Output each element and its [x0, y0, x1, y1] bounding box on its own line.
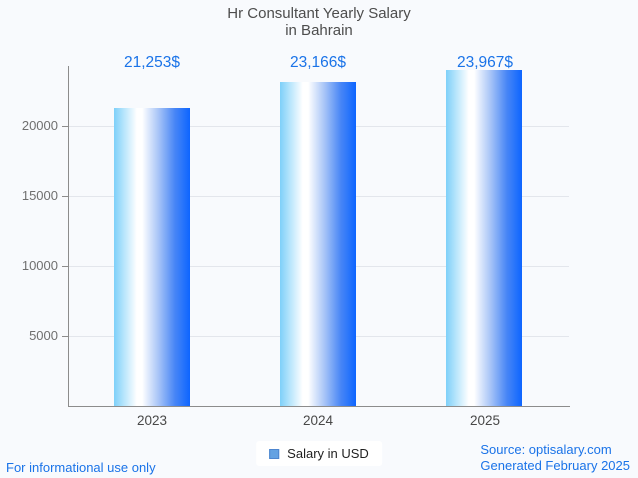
y-axis-line: [68, 66, 69, 407]
bar-2023[interactable]: [114, 108, 190, 406]
chart-title-line1: Hr Consultant Yearly Salary: [227, 5, 411, 22]
y-tick-5000: [62, 336, 68, 337]
y-tick-10000: [62, 266, 68, 267]
source-block: Source: optisalary.com Generated Februar…: [480, 442, 630, 474]
legend[interactable]: Salary in USD: [256, 441, 382, 466]
bar-value-label-2023: 21,253$: [123, 54, 181, 71]
source-text: Source: optisalary.com: [480, 442, 612, 457]
x-tick-label-2024: 2024: [302, 413, 334, 428]
chart-title: Hr Consultant Yearly Salary in Bahrain: [0, 5, 638, 39]
y-tick-15000: [62, 196, 68, 197]
chart-title-line2: in Bahrain: [285, 22, 353, 39]
y-tick-label-20000: 20000: [21, 118, 58, 133]
y-tick-20000: [62, 126, 68, 127]
bar-value-label-2024: 23,166$: [289, 54, 347, 71]
bar-2024[interactable]: [280, 82, 356, 406]
x-tick-label-2023: 2023: [136, 413, 168, 428]
y-tick-label-10000: 10000: [21, 258, 58, 273]
generated-text: Generated February 2025: [480, 458, 630, 473]
x-axis-line: [68, 406, 570, 407]
y-tick-label-5000: 5000: [29, 328, 58, 343]
legend-label: Salary in USD: [287, 446, 369, 461]
disclaimer-text: For informational use only: [6, 460, 156, 475]
bar-value-label-2025: 23,967$: [456, 54, 514, 71]
y-tick-label-15000: 15000: [21, 188, 58, 203]
bar-2025[interactable]: [446, 70, 522, 406]
x-tick-label-2025: 2025: [469, 413, 501, 428]
legend-marker-icon: [269, 448, 280, 459]
